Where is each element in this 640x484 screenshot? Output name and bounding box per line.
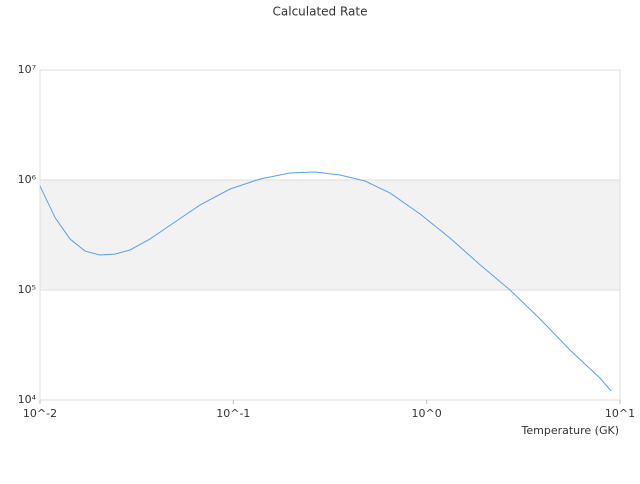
y-tick-label: 10⁴ <box>18 393 37 406</box>
x-tick-label: 10^1 <box>605 407 635 420</box>
x-tick-label: 10^0 <box>412 407 442 420</box>
y-tick-label: 10⁷ <box>18 63 36 76</box>
x-axis-label: Temperature (GK) <box>521 424 620 437</box>
chart-title: Calculated Rate <box>273 5 368 19</box>
band <box>40 180 620 290</box>
line <box>39 171 612 392</box>
x-tick-label: 10^-2 <box>23 407 57 420</box>
x-tick-label: 10^-1 <box>216 407 250 420</box>
y-tick-label: 10⁵ <box>18 283 36 296</box>
y-tick-label: 10⁶ <box>18 173 37 186</box>
